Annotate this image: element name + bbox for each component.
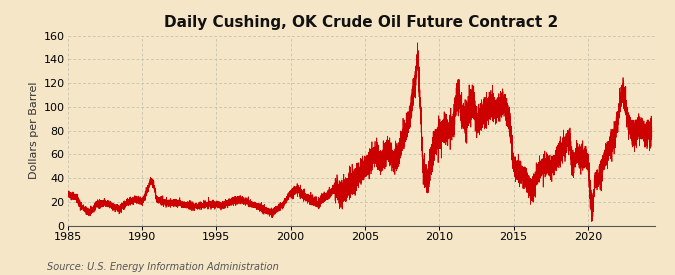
Title: Daily Cushing, OK Crude Oil Future Contract 2: Daily Cushing, OK Crude Oil Future Contr… <box>164 15 558 31</box>
Y-axis label: Dollars per Barrel: Dollars per Barrel <box>30 82 39 179</box>
Text: Source: U.S. Energy Information Administration: Source: U.S. Energy Information Administ… <box>47 262 279 272</box>
